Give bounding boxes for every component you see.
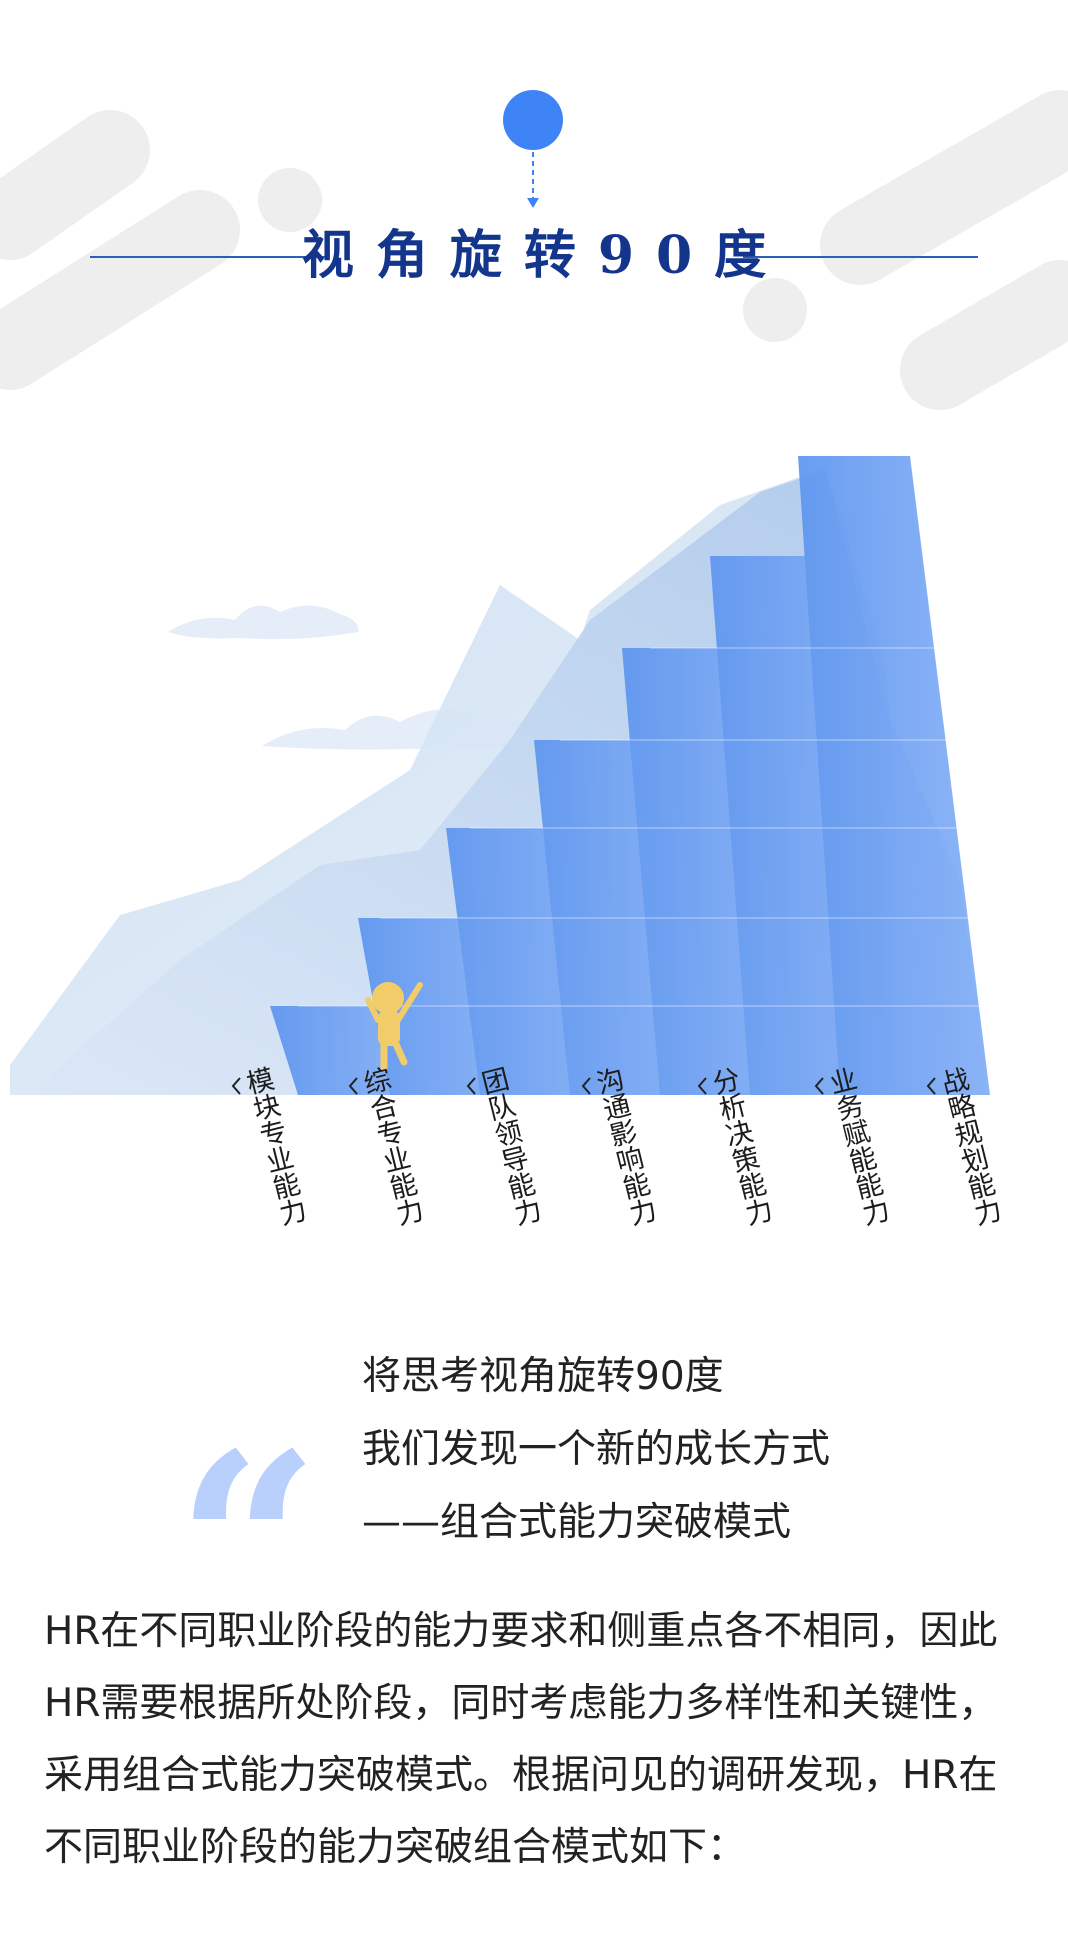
quote-mark-icon: “	[176, 1398, 320, 1692]
decorative-background	[0, 90, 1068, 410]
quote-line: ——组合式能力突破模式	[362, 1500, 792, 1545]
quote-block: 将思考视角旋转90度 我们发现一个新的成长方式 ——组合式能力突破模式	[362, 1340, 1002, 1559]
steps-group	[270, 456, 990, 1095]
label-ticks	[231, 1077, 936, 1095]
page-title: 视角旋转90度	[301, 225, 789, 286]
top-dot	[503, 90, 563, 150]
quote-line: 将思考视角旋转90度	[362, 1354, 724, 1399]
climber-figure	[365, 982, 423, 1072]
body-paragraph: HR在不同职业阶段的能力要求和侧重点各不相同，因此HR需要根据所处阶段，同时考虑…	[44, 1609, 998, 1870]
step-7	[798, 456, 990, 1095]
step-1	[270, 1006, 410, 1095]
quote-line: 我们发现一个新的成长方式	[362, 1427, 831, 1472]
